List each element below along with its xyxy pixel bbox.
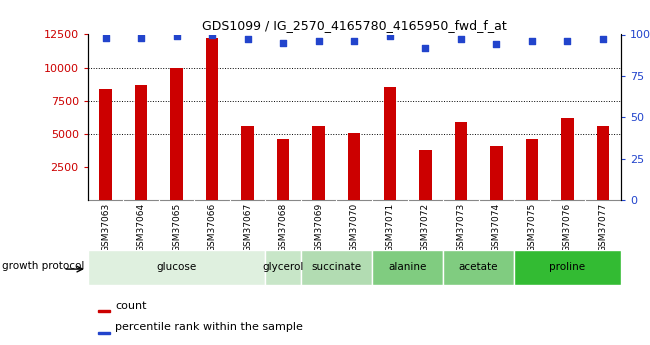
- Bar: [98, 310, 110, 312]
- Text: GSM37070: GSM37070: [350, 203, 359, 252]
- Point: [313, 38, 324, 44]
- Bar: [561, 118, 574, 200]
- Text: GSM37068: GSM37068: [279, 203, 288, 252]
- Title: GDS1099 / IG_2570_4165780_4165950_fwd_f_at: GDS1099 / IG_2570_4165780_4165950_fwd_f_…: [202, 19, 506, 32]
- Bar: [241, 126, 254, 200]
- Bar: [265, 250, 301, 285]
- Point: [100, 35, 110, 41]
- Point: [598, 37, 608, 42]
- Point: [349, 38, 359, 44]
- Bar: [301, 250, 372, 285]
- Bar: [170, 68, 183, 200]
- Text: glycerol: glycerol: [263, 263, 304, 272]
- Bar: [88, 250, 265, 285]
- Bar: [99, 89, 112, 200]
- Text: GSM37067: GSM37067: [243, 203, 252, 252]
- Text: count: count: [116, 301, 147, 311]
- Bar: [206, 39, 218, 200]
- Text: alanine: alanine: [388, 263, 427, 272]
- Point: [207, 32, 217, 37]
- Bar: [348, 132, 361, 200]
- Point: [136, 35, 146, 41]
- Point: [491, 42, 502, 47]
- Bar: [372, 250, 443, 285]
- Point: [526, 38, 537, 44]
- Text: GSM37064: GSM37064: [136, 203, 146, 252]
- Point: [456, 37, 466, 42]
- Bar: [454, 122, 467, 200]
- Point: [385, 33, 395, 39]
- Text: percentile rank within the sample: percentile rank within the sample: [116, 322, 304, 332]
- Text: GSM37074: GSM37074: [492, 203, 501, 252]
- Bar: [384, 88, 396, 200]
- Point: [172, 33, 182, 39]
- Bar: [597, 126, 609, 200]
- Point: [278, 40, 289, 46]
- Bar: [98, 332, 110, 334]
- Text: succinate: succinate: [311, 263, 361, 272]
- Text: growth protocol: growth protocol: [2, 261, 84, 270]
- Point: [242, 37, 253, 42]
- Bar: [526, 139, 538, 200]
- Bar: [514, 250, 621, 285]
- Bar: [313, 126, 325, 200]
- Text: glucose: glucose: [157, 263, 197, 272]
- Text: GSM37065: GSM37065: [172, 203, 181, 252]
- Text: GSM37066: GSM37066: [207, 203, 216, 252]
- Bar: [135, 85, 148, 200]
- Text: GSM37069: GSM37069: [314, 203, 323, 252]
- Text: GSM37072: GSM37072: [421, 203, 430, 252]
- Point: [420, 45, 430, 50]
- Text: GSM37063: GSM37063: [101, 203, 110, 252]
- Text: GSM37073: GSM37073: [456, 203, 465, 252]
- Bar: [443, 250, 514, 285]
- Text: proline: proline: [549, 263, 586, 272]
- Text: GSM37076: GSM37076: [563, 203, 572, 252]
- Text: GSM37075: GSM37075: [527, 203, 536, 252]
- Text: acetate: acetate: [459, 263, 499, 272]
- Bar: [490, 146, 502, 200]
- Bar: [419, 150, 432, 200]
- Point: [562, 38, 573, 44]
- Text: GSM37077: GSM37077: [599, 203, 608, 252]
- Bar: [277, 139, 289, 200]
- Text: GSM37071: GSM37071: [385, 203, 395, 252]
